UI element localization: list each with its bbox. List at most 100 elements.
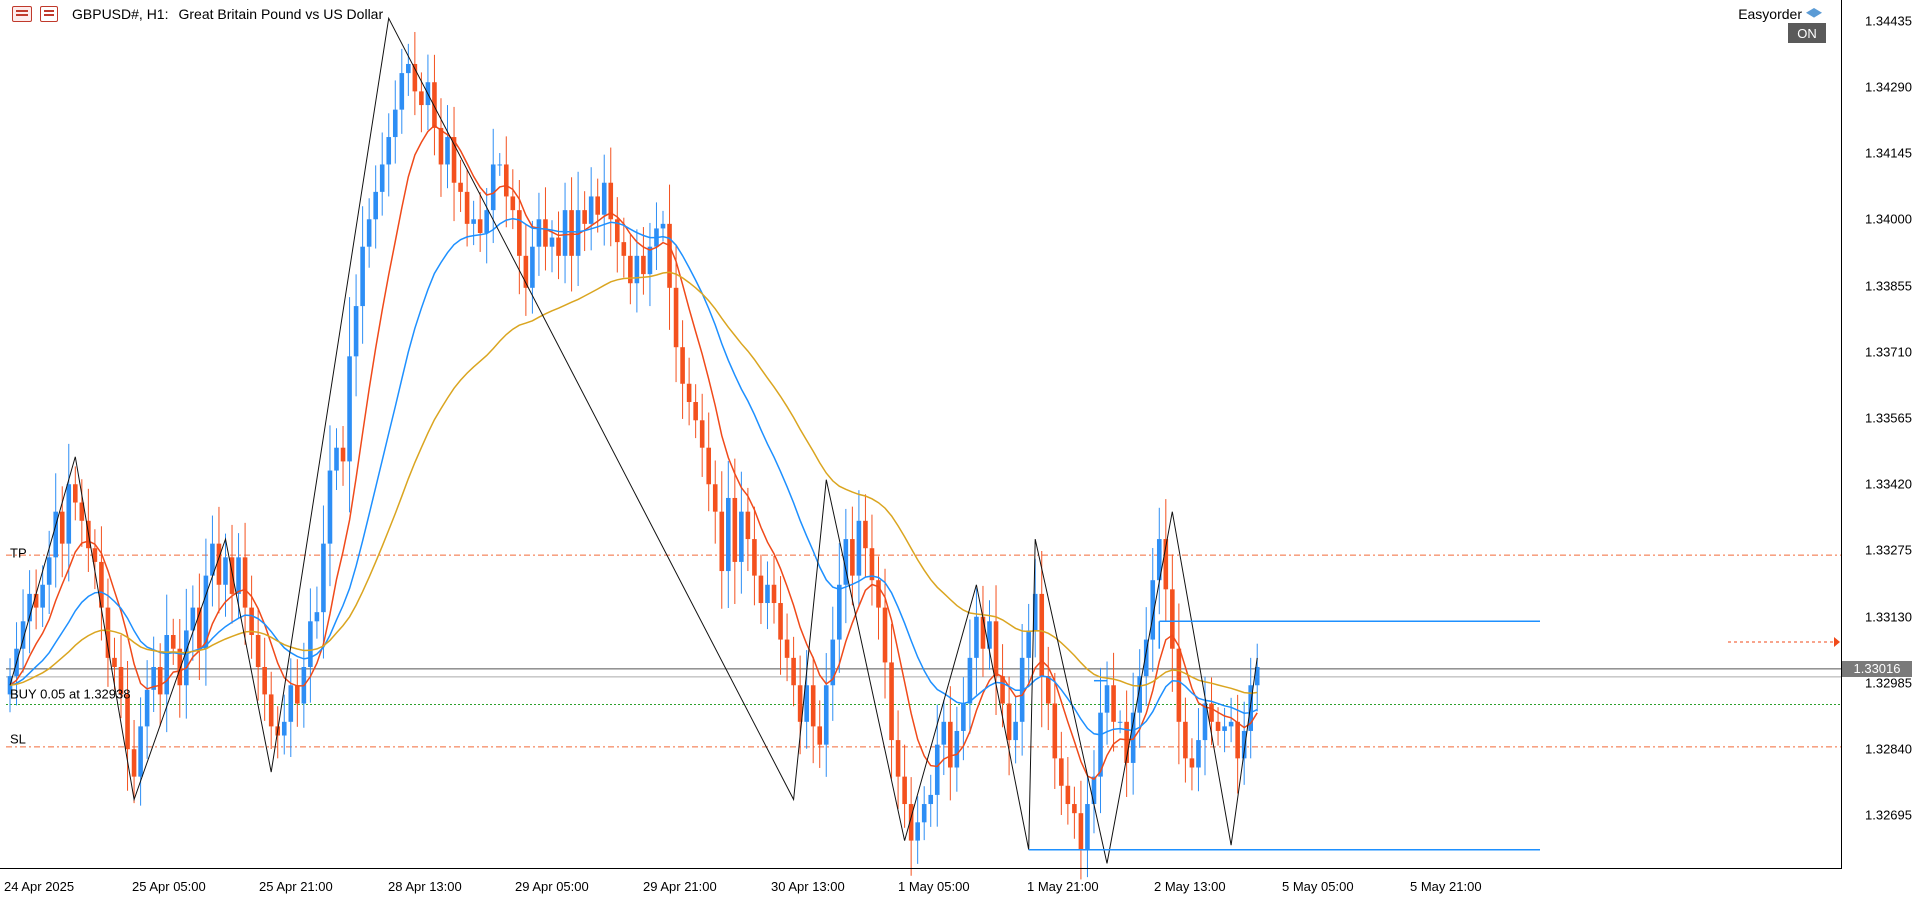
candle-body [210,543,215,576]
candle-body [458,182,463,192]
candle-body [902,776,907,805]
expert-advisor-label: Easyorder [1738,6,1822,22]
candle-body [974,616,979,658]
candle-body [73,484,78,503]
candle-body [791,657,796,686]
candle-body [464,191,470,224]
candle-body [948,721,953,768]
zigzag-line [9,16,1258,864]
price-tick-label: 1.32695 [1865,807,1912,823]
candle-body [1085,804,1090,850]
time-tick-label: 30 Apr 13:00 [771,879,845,894]
candle-body [1215,721,1221,731]
time-tick-label: 1 May 05:00 [898,879,970,894]
candle-body [79,502,85,521]
candle-body [1052,703,1058,759]
candle-body [197,607,202,649]
candle-body [961,703,966,731]
candle-body [569,210,574,256]
candle-body [484,210,489,233]
candle-body [255,635,261,667]
candle-body [523,255,529,288]
candle-body [1124,721,1129,763]
candle-body [366,219,372,247]
candle-body [784,639,790,658]
candle-body [621,242,627,256]
candle-body [706,447,712,485]
candle-body [46,557,52,585]
price-axis-border [1841,0,1842,868]
candle-body [726,497,731,572]
candle-body [1117,721,1123,723]
price-tick-label: 1.33855 [1865,278,1912,294]
candle-body [1091,776,1097,805]
price-tick-label: 1.33275 [1865,542,1912,558]
time-tick-label: 1 May 21:00 [1027,879,1099,894]
candle-body [543,219,548,247]
candle-body [406,63,411,74]
time-tick-label: 5 May 05:00 [1282,879,1354,894]
candle-body [177,648,183,686]
candle-body [451,137,457,183]
candle-body [1163,539,1169,590]
candle-body [908,804,914,841]
candle-body [203,575,209,649]
candle-body [680,347,685,384]
candle-body [223,557,228,585]
candle-body [1241,730,1247,759]
candle-body [144,689,150,727]
candle-body [1104,685,1110,713]
candle-body [673,287,679,348]
time-tick-label: 29 Apr 21:00 [643,879,717,894]
expert-status-badge[interactable]: ON [1788,23,1826,43]
time-tick-label: 25 Apr 05:00 [132,879,206,894]
time-tick-label: 2 May 13:00 [1154,879,1226,894]
candle-body [778,603,783,640]
candle-body [216,543,222,585]
candle-body [797,685,803,722]
candle-body [1026,630,1031,658]
chart-header: GBPUSD#, H1: Great Britain Pound vs US D… [72,6,383,22]
tp-level-label: TP [10,545,27,561]
candle-body [1196,740,1201,768]
candle-body [412,63,418,92]
candle-body [876,580,881,608]
chart-list-icon[interactable] [12,6,32,22]
candle-body [823,685,829,745]
candle-body [445,137,450,165]
candle-body [432,82,437,128]
candle-body [105,607,111,658]
candle-body [268,694,274,727]
price-tick-label: 1.34000 [1865,211,1912,227]
time-tick-label: 25 Apr 21:00 [259,879,333,894]
candle-body [712,484,718,512]
candle-body [771,584,777,604]
candle-body [1170,589,1175,649]
candle-body [1183,721,1188,759]
candle-body [1228,721,1234,727]
candle-body [660,223,666,229]
candle-body [157,666,163,695]
graduation-cap-icon [1806,8,1822,18]
candle-body [1065,785,1071,805]
candle-body [595,196,600,215]
candle-body [889,662,894,741]
candle-body [601,182,607,215]
candle-body [765,584,770,604]
candle-body [295,685,300,704]
candle-body [347,356,352,462]
candle-body [562,210,568,256]
chart-window-icon[interactable] [40,6,58,22]
candle-body [1202,703,1208,741]
candle-body [719,511,725,572]
candle-body [327,470,333,544]
candle-body [837,584,842,640]
candle-body [229,557,235,594]
candle-body [1130,712,1136,763]
candle-body [1222,726,1227,731]
candle-body [379,164,385,192]
expert-name: Easyorder [1738,6,1802,22]
candle-body [1045,676,1051,704]
candle-body [549,237,555,247]
